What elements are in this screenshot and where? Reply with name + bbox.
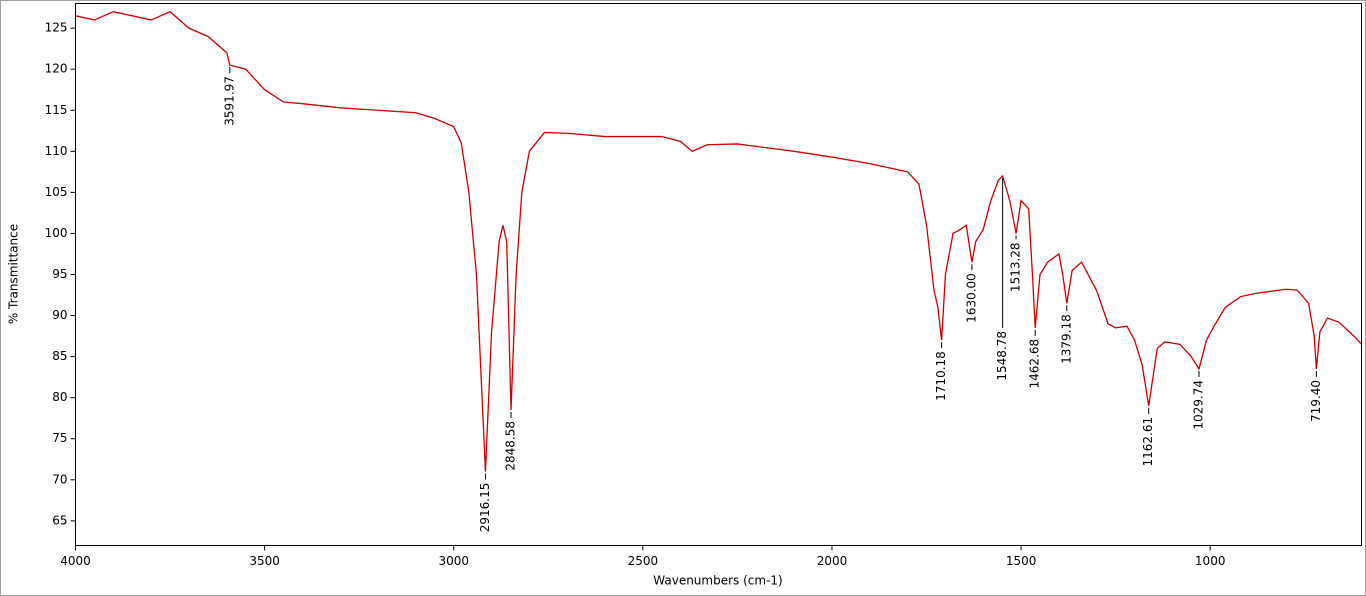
x-tick-label: 2000 bbox=[817, 554, 848, 568]
peak-label: 1379.18 bbox=[1059, 314, 1073, 364]
x-tick-label: 3500 bbox=[249, 554, 280, 568]
spectrum-line bbox=[75, 10, 1362, 472]
y-tick-label: 110 bbox=[45, 144, 68, 158]
y-tick-label: 75 bbox=[52, 431, 67, 445]
peak-label: 719.40 bbox=[1309, 380, 1323, 422]
y-tick-label: 65 bbox=[52, 513, 67, 527]
peak-label: 1162.61 bbox=[1141, 417, 1155, 467]
x-tick-label: 2500 bbox=[628, 554, 659, 568]
x-tick-label: 1500 bbox=[1006, 554, 1037, 568]
y-tick-label: 115 bbox=[45, 103, 68, 117]
y-tick-label: 70 bbox=[52, 472, 67, 486]
y-tick-label: 80 bbox=[52, 390, 67, 404]
y-tick-label: 125 bbox=[45, 21, 68, 35]
peak-label: 3591.97 bbox=[222, 76, 236, 126]
y-tick-label: 85 bbox=[52, 349, 67, 363]
y-tick-label: 90 bbox=[52, 308, 67, 322]
y-tick-label: 100 bbox=[45, 226, 68, 240]
peak-label: 1630.00 bbox=[964, 273, 978, 323]
y-axis-label: % Transmittance bbox=[7, 224, 21, 324]
peak-label: 1513.28 bbox=[1009, 242, 1023, 292]
peak-label: 2916.15 bbox=[478, 483, 492, 533]
y-tick-label: 95 bbox=[52, 267, 67, 281]
peak-label: 1462.68 bbox=[1028, 339, 1042, 389]
peak-label: 1548.78 bbox=[995, 331, 1009, 381]
peak-label: 1710.18 bbox=[934, 351, 948, 401]
x-axis-label: Wavenumbers (cm-1) bbox=[653, 574, 782, 588]
x-tick-label: 4000 bbox=[60, 554, 91, 568]
x-tick-label: 3000 bbox=[438, 554, 469, 568]
y-tick-label: 120 bbox=[45, 62, 68, 76]
peak-label: 1029.74 bbox=[1191, 380, 1205, 430]
y-tick-label: 105 bbox=[45, 185, 68, 199]
peak-label: 2848.58 bbox=[504, 421, 518, 471]
x-tick-label: 1000 bbox=[1195, 554, 1226, 568]
